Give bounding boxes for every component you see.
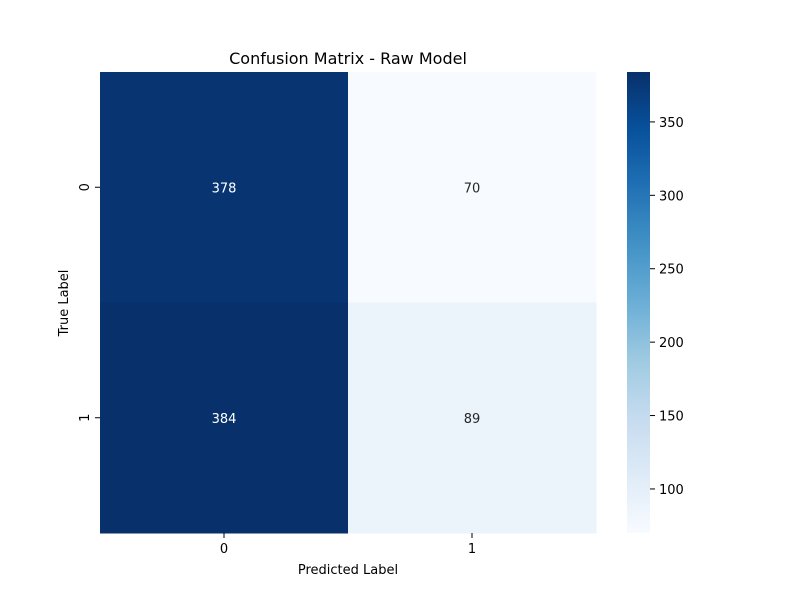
colorbar-tick-label: 100 [659, 483, 684, 498]
y-tick-label: 0 [78, 183, 93, 191]
y-axis: 01 [78, 183, 100, 422]
cell-value-label-r1-c1: 89 [464, 412, 481, 427]
heatmap-cell-r0-c0 [100, 72, 349, 303]
y-tick-label: 1 [78, 414, 93, 422]
heatmap-cells [100, 72, 597, 534]
y-axis-label: True Label [57, 270, 72, 338]
cell-value-label-r0-c1: 70 [464, 181, 481, 196]
colorbar-tick-label: 150 [659, 410, 684, 425]
colorbar-tick-label: 300 [659, 189, 684, 204]
colorbar-ticks: 100 150 200 250 300 350 [650, 116, 684, 498]
colorbar-gradient [627, 72, 650, 533]
colorbar-tick-label: 350 [659, 116, 684, 131]
x-tick-label: 0 [220, 542, 228, 557]
colorbar-tick-label: 250 [659, 263, 684, 278]
heatmap-cell-r1-c0 [100, 302, 349, 534]
x-tick-label: 1 [468, 542, 476, 557]
heatmap-cell-r1-c1 [348, 302, 597, 534]
cell-value-label-r1-c0: 384 [212, 412, 237, 427]
chart-title: Confusion Matrix - Raw Model [229, 49, 467, 68]
cell-value-label-r0-c0: 378 [212, 181, 237, 196]
colorbar: 100 150 200 250 300 350 [627, 72, 684, 533]
colorbar-tick-label: 200 [659, 336, 684, 351]
heatmap-cell-labels: 378 70 384 89 [212, 181, 481, 427]
x-axis-label: Predicted Label [298, 563, 398, 578]
heatmap-cell-r0-c1 [348, 72, 597, 303]
